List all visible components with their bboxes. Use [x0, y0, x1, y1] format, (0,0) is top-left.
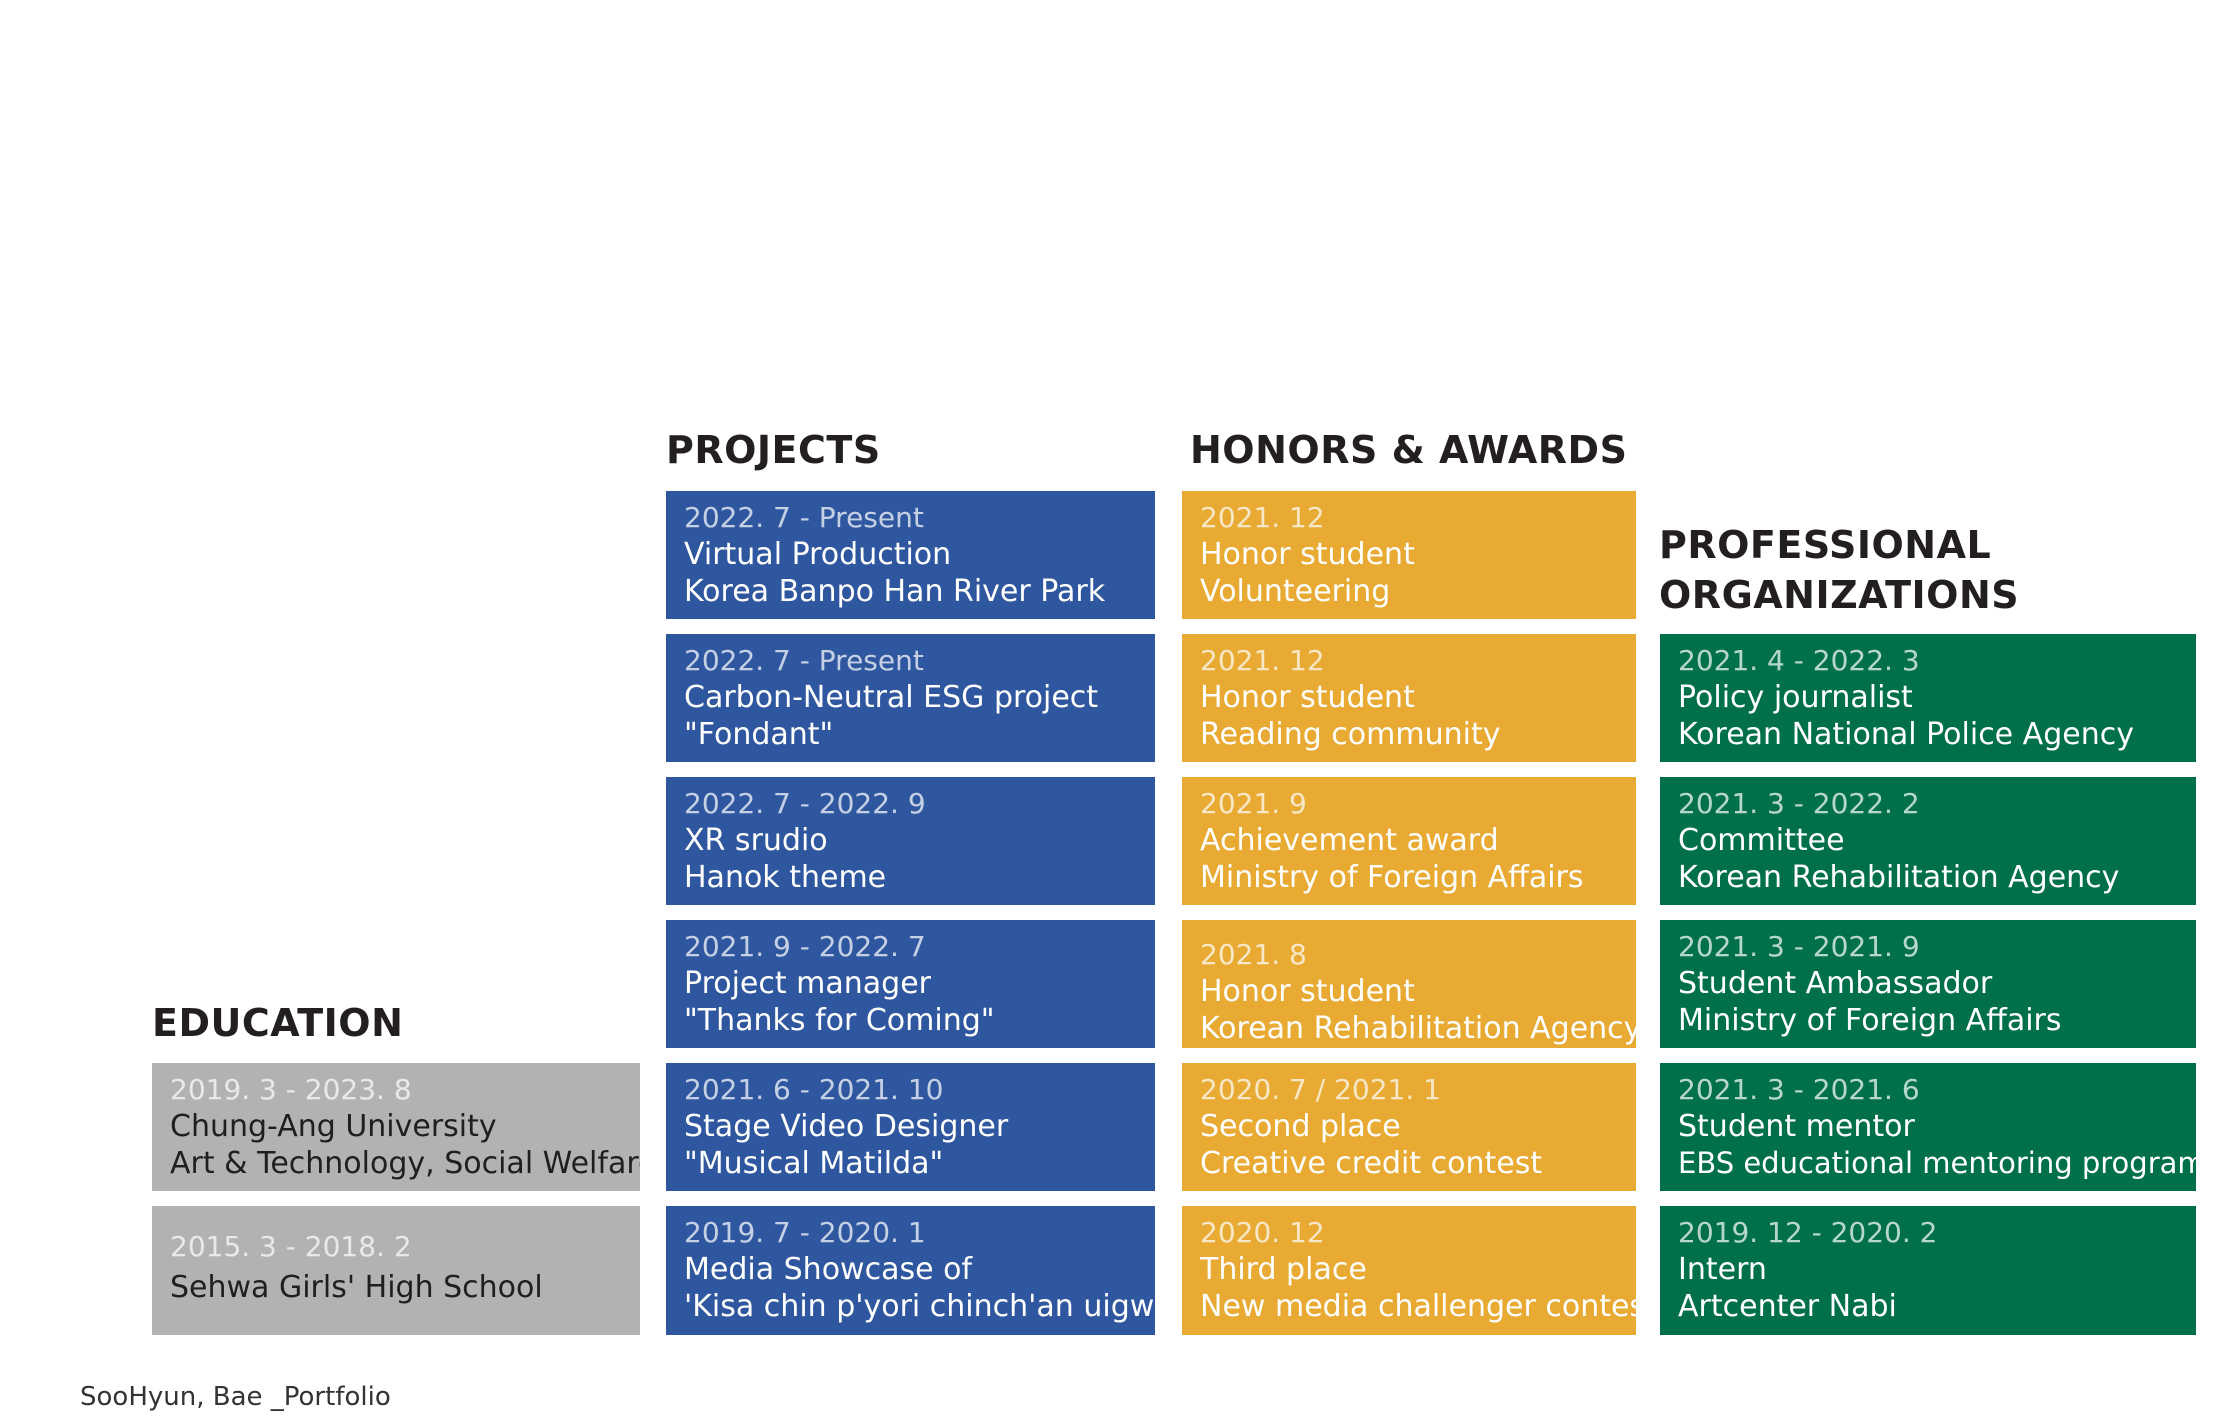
card-title: Policy journalist: [1678, 680, 1913, 715]
card-title: Student mentor: [1678, 1109, 1915, 1144]
card-subtitle: New media challenger contest: [1200, 1289, 1636, 1324]
card-subtitle: Ministry of Foreign Affairs: [1678, 1003, 2062, 1038]
card-date: 2021. 3 - 2021. 9: [1678, 930, 1920, 963]
card-subtitle: 'Kisa chin p'yori chinch'an uigwe': [684, 1289, 1155, 1324]
education-card: 2019. 3 - 2023. 8 Chung-Ang University A…: [152, 1063, 640, 1191]
card-subtitle: "Musical Matilda": [684, 1146, 944, 1181]
project-card: 2022. 7 - 2022. 9 XR srudio Hanok theme: [666, 777, 1155, 905]
card-date: 2021. 9: [1200, 787, 1307, 820]
organization-card: 2021. 3 - 2021. 9 Student Ambassador Min…: [1660, 920, 2196, 1048]
card-title: Carbon-Neutral ESG project: [684, 680, 1099, 715]
honor-card: 2020. 7 / 2021. 1 Second place Creative …: [1182, 1063, 1636, 1191]
card-subtitle: "Thanks for Coming": [684, 1003, 995, 1038]
honor-card: 2021. 12 Honor student Reading community: [1182, 634, 1636, 762]
card-subtitle: Art & Technology, Social Welfare: [170, 1146, 640, 1181]
card-date: 2021. 4 - 2022. 3: [1678, 644, 1920, 677]
card-title: Second place: [1200, 1109, 1401, 1144]
card-date: 2021. 3 - 2021. 6: [1678, 1073, 1920, 1106]
card-title: Chung-Ang University: [170, 1109, 497, 1144]
card-title: Media Showcase of: [684, 1252, 973, 1287]
card-date: 2021. 9 - 2022. 7: [684, 930, 926, 963]
card-subtitle: Creative credit contest: [1200, 1146, 1543, 1181]
organization-card: 2021. 3 - 2022. 2 Committee Korean Rehab…: [1660, 777, 2196, 905]
card-subtitle: Korea Banpo Han River Park: [684, 574, 1106, 609]
card-title: XR srudio: [684, 823, 828, 858]
education-heading: EDUCATION: [152, 1001, 404, 1045]
card-date: 2020. 12: [1200, 1216, 1325, 1249]
card-date: 2022. 7 - Present: [684, 501, 924, 534]
project-card: 2022. 7 - Present Virtual Production Kor…: [666, 491, 1155, 619]
education-card: 2015. 3 - 2018. 2 Sehwa Girls' High Scho…: [152, 1206, 640, 1335]
card-subtitle: Reading community: [1200, 717, 1501, 752]
card-title: Stage Video Designer: [684, 1109, 1009, 1144]
card-date: 2021. 12: [1200, 501, 1325, 534]
card-date: 2021. 3 - 2022. 2: [1678, 787, 1920, 820]
card-subtitle: Ministry of Foreign Affairs: [1200, 860, 1584, 895]
card-title: Intern: [1678, 1252, 1767, 1287]
card-date: 2020. 7 / 2021. 1: [1200, 1073, 1441, 1106]
honors-awards-heading: HONORS & AWARDS: [1190, 428, 1628, 472]
card-subtitle: "Fondant": [684, 717, 834, 752]
card-date: 2019. 7 - 2020. 1: [684, 1216, 926, 1249]
organization-card: 2021. 4 - 2022. 3 Policy journalist Kore…: [1660, 634, 2196, 762]
card-title: Honor student: [1200, 974, 1415, 1009]
organization-card: 2019. 12 - 2020. 2 Intern Artcenter Nabi: [1660, 1206, 2196, 1335]
card-title: Sehwa Girls' High School: [170, 1270, 543, 1305]
honor-card: 2021. 8 Honor student Korean Rehabilitat…: [1182, 920, 1636, 1048]
project-card: 2021. 6 - 2021. 10 Stage Video Designer …: [666, 1063, 1155, 1191]
projects-heading: PROJECTS: [666, 428, 881, 472]
card-date: 2022. 7 - 2022. 9: [684, 787, 926, 820]
portfolio-footer: SooHyun, Bae _Portfolio: [80, 1382, 391, 1412]
honor-card: 2021. 12 Honor student Volunteering: [1182, 491, 1636, 619]
project-card: 2021. 9 - 2022. 7 Project manager "Thank…: [666, 920, 1155, 1048]
card-subtitle: Volunteering: [1200, 574, 1391, 609]
card-date: 2019. 3 - 2023. 8: [170, 1073, 412, 1106]
card-date: 2021. 12: [1200, 644, 1325, 677]
card-title: Third place: [1200, 1252, 1367, 1287]
card-subtitle: Artcenter Nabi: [1678, 1289, 1897, 1324]
card-date: 2019. 12 - 2020. 2: [1678, 1216, 1938, 1249]
card-title: Student Ambassador: [1678, 966, 1993, 1001]
card-subtitle: Korean National Police Agency: [1678, 717, 2134, 752]
card-date: 2022. 7 - Present: [684, 644, 924, 677]
card-date: 2015. 3 - 2018. 2: [170, 1230, 412, 1263]
card-date: 2021. 8: [1200, 938, 1307, 971]
project-card: 2022. 7 - Present Carbon-Neutral ESG pro…: [666, 634, 1155, 762]
card-title: Honor student: [1200, 680, 1415, 715]
card-title: Virtual Production: [684, 537, 952, 572]
card-subtitle: EBS educational mentoring program: [1678, 1146, 2196, 1180]
heading-line-1: PROFESSIONAL: [1659, 523, 1992, 567]
professional-organizations-heading: PROFESSIONAL ORGANIZATIONS: [1659, 520, 2019, 620]
card-title: Honor student: [1200, 537, 1415, 572]
project-card: 2019. 7 - 2020. 1 Media Showcase of 'Kis…: [666, 1206, 1155, 1335]
card-title: Project manager: [684, 966, 932, 1001]
card-subtitle: Korean Rehabilitation Agency: [1200, 1011, 1636, 1046]
card-title: Committee: [1678, 823, 1845, 858]
honor-card: 2021. 9 Achievement award Ministry of Fo…: [1182, 777, 1636, 905]
card-subtitle: Korean Rehabilitation Agency: [1678, 860, 2120, 895]
card-title: Achievement award: [1200, 823, 1499, 858]
organization-card: 2021. 3 - 2021. 6 Student mentor EBS edu…: [1660, 1063, 2196, 1191]
honor-card: 2020. 12 Third place New media challenge…: [1182, 1206, 1636, 1335]
card-subtitle: Hanok theme: [684, 860, 887, 895]
card-date: 2021. 6 - 2021. 10: [684, 1073, 944, 1106]
heading-line-2: ORGANIZATIONS: [1659, 573, 2020, 617]
